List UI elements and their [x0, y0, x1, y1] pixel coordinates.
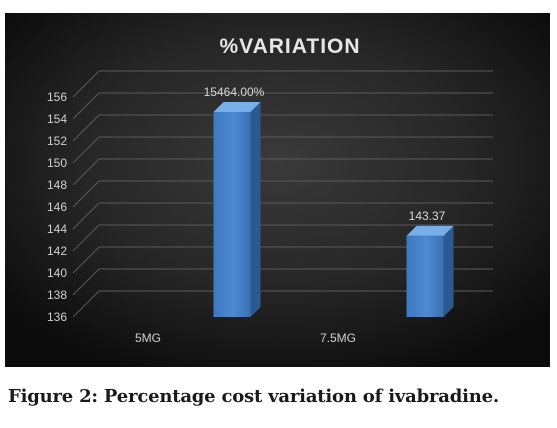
y-tick-label: 142 [47, 244, 67, 258]
y-tick-label: 136 [47, 310, 67, 324]
bar-side [250, 101, 261, 318]
y-tick-label: 144 [47, 222, 67, 236]
bar-side [443, 225, 454, 317]
bar-5mg [213, 101, 261, 318]
data-label: 143.37 [409, 209, 446, 223]
gridline-depth [72, 136, 100, 164]
y-tick-label: 140 [47, 266, 67, 280]
y-tick-label: 150 [47, 156, 67, 170]
gridline-depth [72, 224, 100, 252]
data-label: 15464.00% [204, 85, 265, 99]
gridline-depth [72, 114, 100, 142]
gridline-depth [72, 158, 100, 186]
bar-front [213, 111, 251, 318]
gridline-depth [72, 290, 100, 318]
bar-front [406, 235, 444, 317]
y-tick-label: 148 [47, 178, 67, 192]
bar-top [406, 225, 454, 236]
category-label: 5MG [135, 331, 161, 345]
y-tick-label: 146 [47, 200, 67, 214]
gridline-depth [72, 268, 100, 296]
category-label: 7.5MG [320, 331, 356, 345]
y-tick-label: 152 [47, 134, 67, 148]
gridline-depth [72, 246, 100, 274]
bar-top [213, 101, 261, 112]
gridline-depth [72, 92, 100, 120]
bar-chart: %VARIATION 136 138 140 142 144 146 148 150 152 15… [5, 13, 550, 367]
figure-caption: Figure 2: Percentage cost variation of i… [8, 386, 499, 407]
chart-area: %VARIATION 136 138 140 142 144 146 148 150 152 15… [5, 13, 550, 367]
y-tick-label: 138 [47, 288, 67, 302]
gridline-depth [72, 70, 100, 98]
chart-title: %VARIATION [219, 35, 360, 58]
y-tick-label: 156 [47, 90, 67, 104]
y-tick-label: 154 [47, 112, 67, 126]
chart-background [5, 13, 550, 367]
gridline-depth [72, 180, 100, 208]
gridline-depth [72, 202, 100, 230]
bar-7-5mg [406, 225, 454, 317]
